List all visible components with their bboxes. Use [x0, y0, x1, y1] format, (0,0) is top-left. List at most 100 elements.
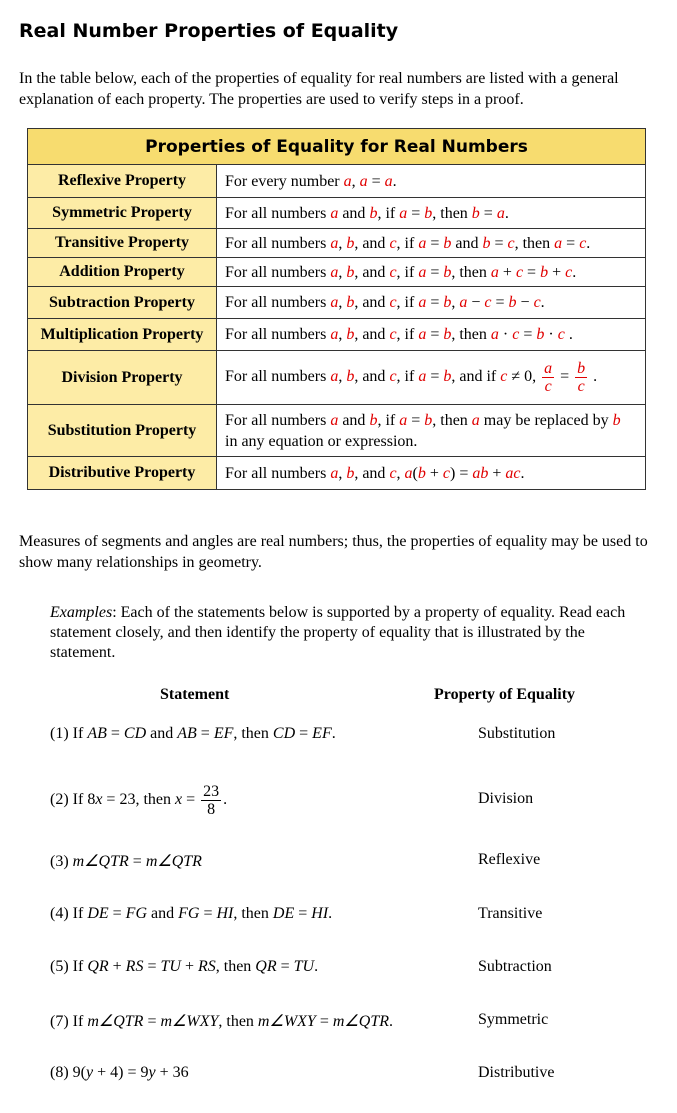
property-name: Reflexive Property: [27, 164, 217, 198]
examples-text: : Each of the statements below is suppor…: [50, 604, 626, 661]
example-property: Transitive: [478, 905, 543, 922]
text-segment: , then: [215, 958, 256, 975]
variable: a: [384, 172, 393, 190]
table-row: Subtraction Property For all numbers a, b…: [27, 286, 646, 319]
text-segment: =: [295, 725, 313, 742]
math-term: x: [95, 791, 103, 809]
math-term: AB: [177, 725, 197, 742]
text-segment: ,: [338, 326, 347, 343]
text-segment: =: [426, 368, 444, 386]
example-statement: (8) 9(y + 4) = 9y + 36: [50, 1064, 189, 1082]
text-segment: =: [315, 1013, 333, 1030]
variable: a: [330, 204, 339, 222]
text-segment: =: [407, 204, 425, 222]
math-term: FG: [178, 905, 200, 922]
text-segment: For all numbers: [225, 263, 331, 281]
text-segment: ,: [396, 464, 405, 482]
variable: c: [389, 234, 397, 252]
math-term: m∠QTR: [72, 853, 129, 870]
page-title: Real Number Properties of Equality: [19, 20, 399, 42]
text-segment: , then: [233, 905, 273, 922]
text-segment: ) =: [450, 464, 473, 482]
variable: a: [418, 234, 427, 252]
variable: b: [346, 326, 355, 343]
variable: a: [490, 263, 499, 281]
table-row: Division Property For all numbers a, b, a…: [27, 350, 646, 405]
property-description: For all numbers a, b, and c, a(b + c) = …: [216, 456, 646, 490]
table-row: Substitution Property For all numbers a a…: [27, 404, 646, 457]
text-segment: For all numbers: [225, 204, 331, 222]
text-segment: and: [147, 905, 179, 922]
text-segment: =: [407, 411, 425, 429]
variable: ac: [505, 464, 521, 482]
text-segment: ,: [338, 368, 347, 386]
examples-intro: Examples: Each of the statements below i…: [50, 603, 650, 663]
text-segment: =: [479, 204, 497, 222]
variable: a: [418, 326, 427, 343]
variable: c: [500, 368, 508, 386]
property-description: For all numbers a and b, if a = b, then …: [216, 404, 646, 457]
measures-paragraph: Measures of segments and angles are real…: [19, 533, 648, 571]
text-segment: For all numbers: [225, 326, 331, 343]
variable: a: [459, 294, 468, 311]
text-segment: , if: [396, 263, 419, 281]
property-description: For all numbers a and b, if a = b, then …: [216, 197, 646, 229]
text-segment: =: [519, 326, 537, 343]
variable: b: [346, 464, 355, 482]
text-segment: +: [488, 464, 506, 482]
text-segment: , if: [396, 234, 419, 252]
variable: a: [330, 464, 339, 482]
text-segment: +: [498, 263, 516, 281]
math-term: m∠QTR: [145, 853, 202, 870]
math-term: m∠WXY: [160, 1013, 219, 1030]
variable: b: [369, 411, 378, 429]
text-segment: , and: [354, 263, 390, 281]
variable: b: [424, 204, 433, 222]
table-row: Symmetric Property For all numbers a and …: [27, 197, 646, 229]
text-segment: , if: [396, 294, 419, 311]
text-segment: , and: [354, 294, 390, 311]
property-name: Addition Property: [27, 257, 217, 287]
text-segment: (1) If: [50, 725, 88, 742]
text-segment: =: [294, 905, 312, 922]
example-property: Reflexive: [478, 851, 541, 868]
text-segment: (8) 9(: [50, 1064, 86, 1081]
text-segment: =: [128, 853, 146, 870]
text-segment: and: [451, 234, 483, 252]
variable: b: [346, 368, 355, 386]
property-description: For all numbers a, b, and c, if a = b an…: [216, 228, 646, 258]
text-segment: .: [540, 294, 545, 311]
table-row: Transitive Property For all numbers a, b,…: [27, 228, 646, 258]
property-name: Symmetric Property: [27, 197, 217, 229]
variable: a: [330, 263, 339, 281]
math-term: QR: [255, 958, 277, 975]
text-segment: ,: [338, 234, 347, 252]
text-segment: −: [516, 294, 534, 311]
property-name: Transitive Property: [27, 228, 217, 258]
math-term: RS: [125, 958, 144, 975]
variable: b: [471, 204, 480, 222]
variable: a: [554, 234, 563, 252]
variable: a: [418, 263, 427, 281]
text-segment: + 36: [155, 1064, 189, 1081]
text-segment: .: [572, 263, 577, 281]
math-term: m∠QTR: [332, 1013, 389, 1030]
text-segment: , and: [354, 234, 390, 252]
variable: b: [443, 263, 452, 281]
property-description: For all numbers a, b, and c, if a = b, t…: [216, 318, 646, 351]
math-term: HI: [216, 905, 234, 922]
text-segment: , if: [396, 368, 419, 386]
text-segment: , if: [377, 204, 400, 222]
variable: b: [612, 411, 621, 429]
variable: c: [442, 464, 451, 482]
example-statement: (1) If AB = CD and AB = EF, then CD = EF…: [50, 725, 336, 743]
text-segment: , and: [354, 368, 390, 386]
variable: a: [418, 368, 427, 386]
variable: c: [389, 464, 397, 482]
variable: b: [443, 368, 452, 386]
text-segment: .: [392, 172, 397, 190]
variable: b: [443, 326, 452, 343]
text-segment: .: [589, 368, 598, 386]
text-segment: + 4) = 9: [93, 1064, 149, 1081]
